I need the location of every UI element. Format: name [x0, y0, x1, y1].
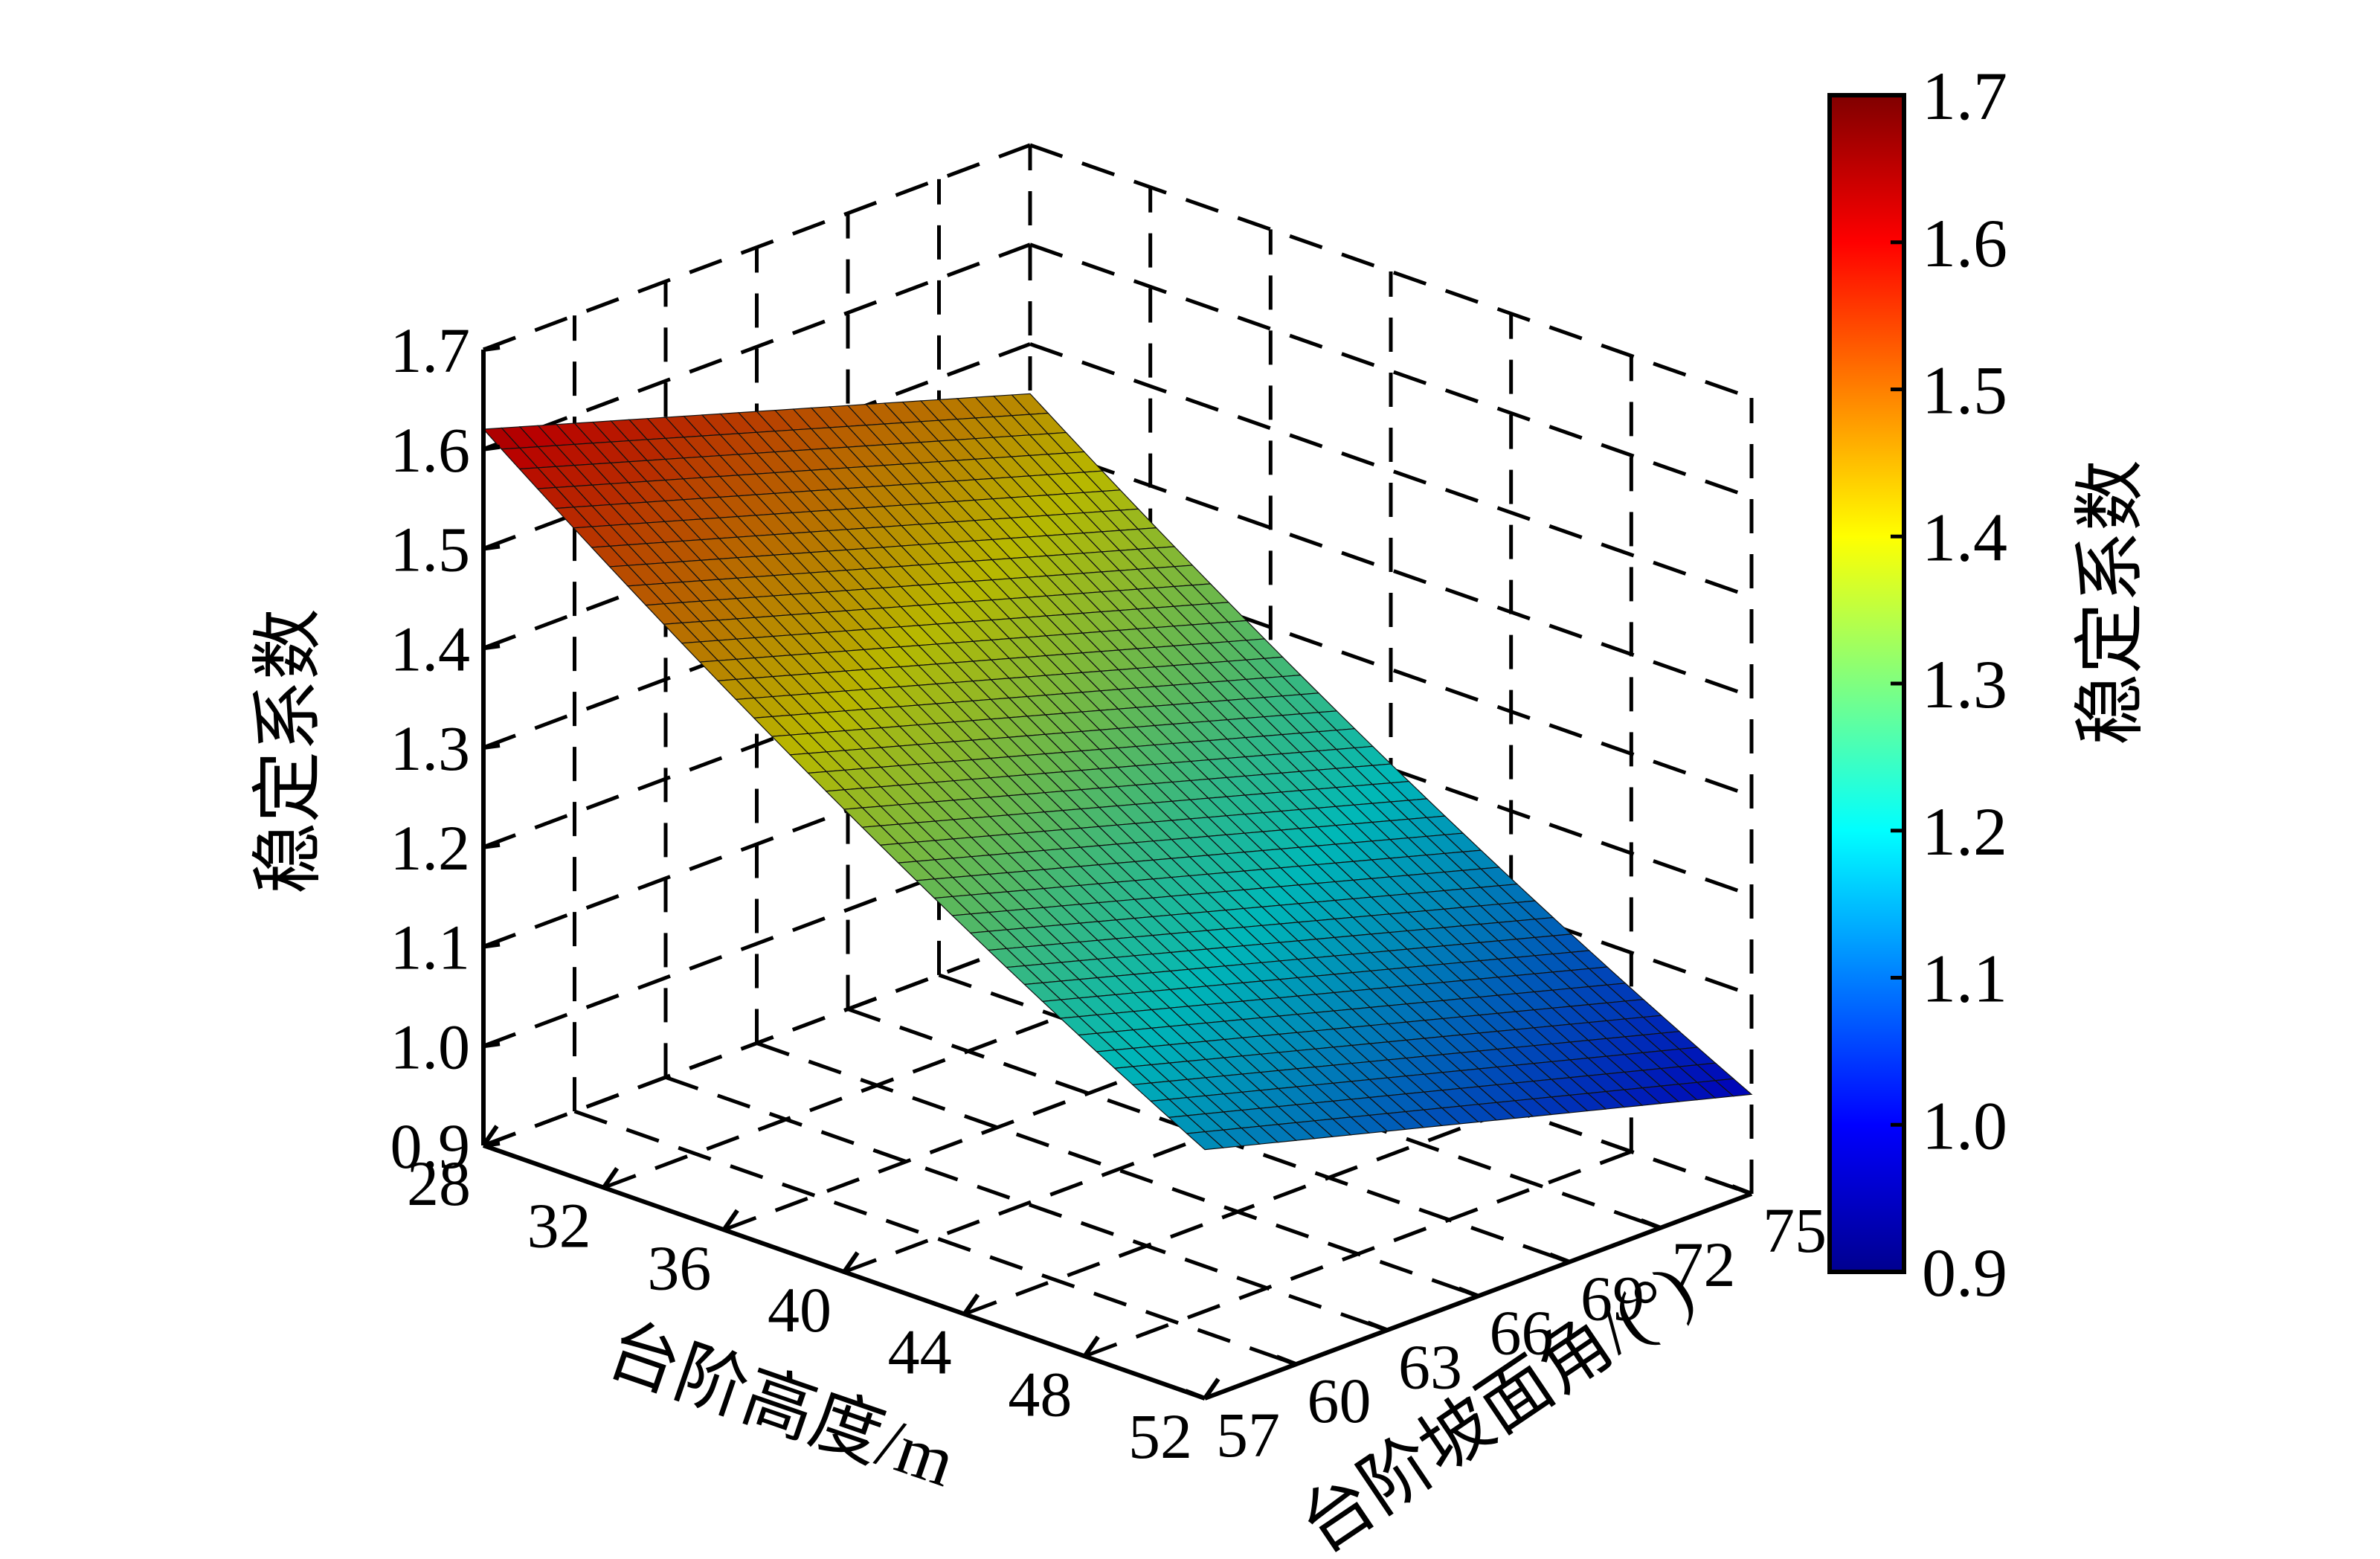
grid-line — [1029, 342, 1752, 599]
colorbar-tick-label: 1.2 — [1922, 794, 2007, 869]
x-tick-mark — [1203, 1378, 1220, 1400]
y-tick-mark — [1184, 1389, 1206, 1401]
grid-line — [847, 1007, 1570, 1264]
z-tick-label: 1.0 — [390, 1011, 471, 1082]
y-tick-label: 69 — [1580, 1263, 1644, 1334]
x-tick-mark — [721, 1209, 739, 1232]
z-tick-mark — [483, 842, 501, 849]
y-tick-label: 63 — [1398, 1331, 1462, 1402]
grid-line — [665, 1075, 1388, 1332]
x-tick-label: 48 — [1008, 1358, 1072, 1430]
y-tick-mark — [1458, 1286, 1479, 1299]
z-tick-mark — [483, 743, 501, 750]
colorbar-tick-label: 0.9 — [1922, 1235, 2007, 1311]
z-tick-mark — [483, 643, 501, 651]
z-tick-label: 1.3 — [390, 713, 471, 784]
grid-line — [1029, 143, 1752, 400]
x-tick-mark — [962, 1293, 980, 1316]
z-tick-mark — [483, 345, 501, 352]
grid-line — [723, 1023, 1272, 1232]
colorbar-tick-label: 1.1 — [1922, 941, 2007, 1017]
z-tick-label: 1.4 — [390, 613, 471, 684]
colorbar-tick-label: 1.0 — [1922, 1087, 2007, 1163]
grid-line — [483, 640, 1031, 849]
grid-line — [1029, 441, 1752, 698]
z-tick-label: 1.6 — [390, 414, 471, 486]
x-tick-label: 28 — [407, 1148, 471, 1219]
tick-labels: 0.9 1.0 1.1 1.2 1.3 1.4 1.5 1.6 1.7 28 32 36 40 44 48 5… — [390, 315, 1827, 1472]
y-tick-mark — [1640, 1218, 1662, 1230]
colorbar-tick-label: 1.7 — [1922, 58, 2007, 134]
x-tick-label: 32 — [527, 1190, 591, 1261]
x-tick-label: 44 — [888, 1317, 952, 1388]
z-tick-mark — [483, 1041, 501, 1049]
x-tick-mark — [602, 1166, 620, 1189]
y-tick-mark — [1548, 1252, 1571, 1264]
x-tick-mark — [1082, 1335, 1100, 1358]
colorbar: 0.9 1.0 1.1 1.2 1.3 1.4 1.5 1.6 1.7 稳定系数 — [1827, 58, 2150, 1311]
x-tick-mark — [842, 1251, 860, 1273]
colorbar-label: 稳定系数 — [2071, 460, 2150, 745]
y-tick-mark — [1276, 1354, 1297, 1366]
x-tick-mark — [481, 1125, 499, 1147]
z-tick-label: 0.9 — [390, 1110, 471, 1182]
x-tick-label: 52 — [1128, 1401, 1192, 1472]
grid-line — [483, 740, 1031, 948]
z-axis-label: 稳定系数 — [248, 608, 328, 894]
y-tick-mark — [1731, 1184, 1753, 1196]
z-tick-label: 1.7 — [390, 315, 471, 386]
y-tick-label: 57 — [1216, 1399, 1280, 1470]
z-tick-label: 1.1 — [390, 912, 471, 983]
colorbar-tick-label: 1.5 — [1922, 353, 2007, 428]
x-tick-label: 40 — [768, 1274, 832, 1346]
grid-line — [483, 839, 1031, 1048]
y-tick-label: 60 — [1308, 1365, 1371, 1436]
colorbar-tick-label: 1.4 — [1922, 499, 2007, 575]
grid-line — [756, 1041, 1479, 1298]
x-tick-label: 36 — [647, 1232, 711, 1303]
grid-line — [573, 1109, 1297, 1366]
y-tick-label: 66 — [1490, 1297, 1554, 1369]
z-tick-label: 1.5 — [390, 514, 471, 585]
grid-line — [483, 242, 1031, 451]
z-tick-mark — [483, 942, 501, 949]
y-tick-label: 75 — [1763, 1195, 1827, 1266]
colorbar-tick-label: 1.3 — [1922, 646, 2007, 722]
grid-line — [843, 1065, 1392, 1274]
surface — [482, 393, 1753, 1151]
y-tick-mark — [1366, 1320, 1389, 1333]
colorbar-tick-label: 1.6 — [1922, 205, 2007, 281]
z-tick-label: 1.2 — [390, 812, 471, 884]
surface-patch — [1186, 1131, 1224, 1151]
y-tick-label: 72 — [1672, 1229, 1736, 1300]
z-tick-mark — [483, 544, 501, 551]
grid-line — [483, 143, 1031, 352]
grid-line — [1029, 242, 1752, 500]
z-tick-mark — [483, 444, 501, 451]
